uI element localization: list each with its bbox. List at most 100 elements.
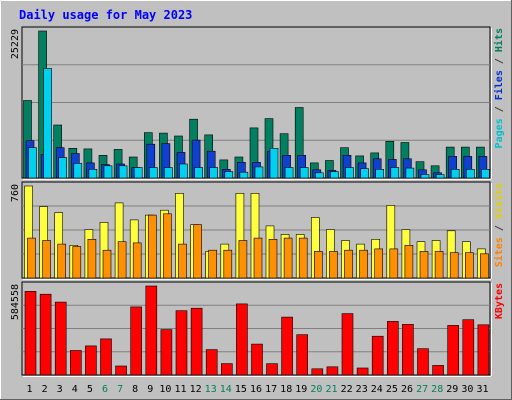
chart-panels: 25229 Pages / Files / Hits 760 Sites / Visi… (10, 26, 505, 377)
day-label: 6 (102, 384, 108, 395)
day-label: 1 (26, 384, 32, 395)
bar-pages-day-30 (465, 169, 475, 179)
day-label: 13 (205, 384, 217, 395)
day-label: 11 (174, 384, 186, 395)
bar-kbytes-day-20 (311, 368, 324, 376)
bar-pages-day-15 (239, 171, 249, 179)
day-label: 28 (431, 384, 443, 395)
bar-sites-day-13 (208, 249, 217, 279)
scale-max-label: 760 (10, 184, 21, 202)
day-label: 27 (416, 384, 428, 395)
day-label: 25 (386, 384, 398, 395)
bar-pages-day-19 (299, 167, 309, 179)
bar-pages-day-5 (88, 169, 98, 179)
day-label: 9 (147, 384, 153, 395)
bar-pages-day-14 (224, 171, 234, 179)
bar-kbytes-day-3 (54, 301, 67, 376)
bar-kbytes-day-24 (371, 335, 384, 376)
day-label: 23 (356, 384, 368, 395)
bar-kbytes-day-31 (477, 324, 490, 376)
bar-pages-day-17 (269, 148, 279, 179)
legend-part: / (494, 52, 505, 70)
bar-pages-day-22 (345, 167, 354, 179)
bar-kbytes-day-13 (205, 349, 218, 376)
series-kbytes (24, 285, 490, 376)
bar-kbytes-day-5 (85, 345, 97, 376)
day-label: 10 (159, 384, 171, 395)
scale-max-label: 584558 (10, 284, 21, 320)
bar-pages-day-23 (360, 168, 369, 179)
bar-sites-day-12 (193, 224, 202, 279)
bar-kbytes-day-15 (236, 303, 248, 376)
day-label: 15 (235, 384, 247, 395)
bar-kbytes-day-4 (70, 350, 82, 376)
bar-pages-day-11 (179, 163, 188, 179)
bar-kbytes-day-29 (447, 325, 460, 376)
legend-part: Files (493, 70, 505, 100)
bar-sites-day-22 (344, 249, 353, 279)
legend-part: Hits (493, 28, 505, 52)
legend-visits: Sites / Visits (493, 183, 505, 267)
day-label: 16 (250, 384, 262, 395)
bar-sites-day-4 (72, 246, 82, 279)
day-label: 29 (446, 384, 458, 395)
bar-pages-day-10 (164, 167, 173, 179)
bar-kbytes-day-14 (221, 363, 233, 376)
bar-kbytes-day-19 (296, 334, 309, 376)
bar-sites-day-16 (253, 237, 263, 279)
bar-sites-day-19 (298, 237, 308, 279)
bar-sites-day-21 (329, 251, 338, 279)
bar-sites-day-25 (389, 248, 399, 279)
bar-kbytes-day-1 (24, 290, 37, 376)
bar-kbytes-day-30 (462, 319, 475, 376)
bar-sites-day-28 (434, 251, 444, 279)
bar-sites-day-6 (102, 249, 112, 279)
series-pages (28, 68, 490, 179)
bar-pages-day-16 (254, 166, 264, 179)
bar-pages-day-6 (103, 165, 113, 179)
legend-part: Sites (493, 237, 505, 267)
bar-pages-day-1 (28, 147, 37, 179)
bar-pages-day-27 (420, 174, 430, 179)
day-label: 12 (190, 384, 202, 395)
bar-sites-day-23 (359, 249, 368, 279)
bar-kbytes-day-8 (130, 306, 142, 376)
bar-sites-day-27 (419, 251, 429, 279)
bar-sites-day-2 (42, 240, 51, 279)
bar-sites-day-8 (132, 242, 142, 279)
bar-kbytes-day-18 (281, 316, 293, 376)
day-label: 26 (401, 384, 413, 395)
bar-pages-day-20 (314, 172, 324, 179)
bar-kbytes-day-27 (417, 348, 429, 376)
bar-kbytes-day-22 (341, 313, 354, 376)
day-label: 19 (295, 384, 307, 395)
bar-pages-day-12 (194, 167, 203, 179)
bar-sites-day-5 (87, 239, 97, 279)
bar-kbytes-day-10 (160, 329, 173, 376)
day-label: 4 (72, 384, 78, 395)
bar-kbytes-day-6 (100, 338, 112, 376)
panel-hits: 25229 Pages / Files / Hits (10, 26, 505, 180)
day-label: 24 (371, 384, 383, 395)
bar-kbytes-day-17 (266, 363, 278, 376)
bar-sites-day-1 (27, 237, 36, 279)
bar-pages-day-9 (149, 167, 158, 179)
day-label: 14 (220, 384, 232, 395)
legend-kbytes: KBytes (494, 283, 505, 319)
bar-sites-day-15 (238, 240, 248, 279)
bar-sites-day-7 (117, 241, 127, 279)
chart-title: Daily usage for May 2023 (19, 8, 192, 22)
bar-pages-day-21 (330, 171, 339, 179)
bar-pages-day-28 (435, 174, 445, 179)
day-label: 7 (117, 384, 123, 395)
bar-sites-day-11 (178, 243, 187, 279)
legend-hits: Pages / Files / Hits (493, 28, 505, 148)
bar-pages-day-7 (118, 165, 128, 179)
bar-kbytes-day-7 (115, 365, 127, 376)
bar-kbytes-day-9 (145, 285, 158, 376)
bar-kbytes-day-12 (190, 307, 203, 376)
bar-kbytes-day-23 (356, 367, 369, 376)
day-label: 17 (265, 384, 277, 395)
bar-pages-day-31 (481, 169, 490, 179)
bar-pages-day-2 (43, 68, 52, 179)
